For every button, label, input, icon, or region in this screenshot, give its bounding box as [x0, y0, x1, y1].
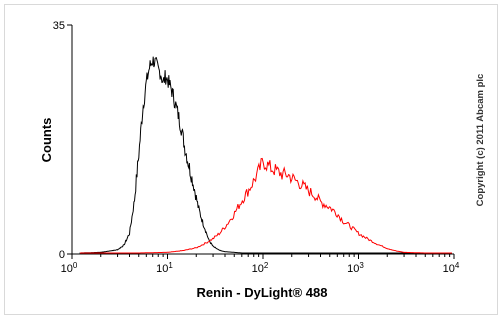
x-axis-title: Renin - DyLight® 488 — [197, 285, 328, 300]
x-tick-label: 101 — [156, 261, 173, 275]
copyright-annotation: Copyright (c) 2011 Abcam plc — [475, 74, 486, 207]
x-tick-label: 103 — [347, 261, 364, 275]
y-axis-ticks: 0 35 — [53, 20, 72, 261]
y-tick-label: 0 — [59, 249, 65, 261]
plot-area — [71, 25, 454, 255]
y-tick-label: 35 — [53, 20, 65, 32]
chart-frame — [4, 4, 498, 315]
control-histogram-line — [79, 56, 452, 254]
series-layer — [79, 56, 452, 254]
x-axis-ticks: 100 101 102 103 104 — [61, 254, 460, 275]
x-tick-label: 100 — [61, 261, 78, 275]
renin-histogram-line — [80, 157, 452, 254]
x-tick-label: 102 — [252, 261, 269, 275]
x-tick-label: 104 — [443, 261, 460, 275]
y-axis-title: Counts — [39, 118, 54, 163]
